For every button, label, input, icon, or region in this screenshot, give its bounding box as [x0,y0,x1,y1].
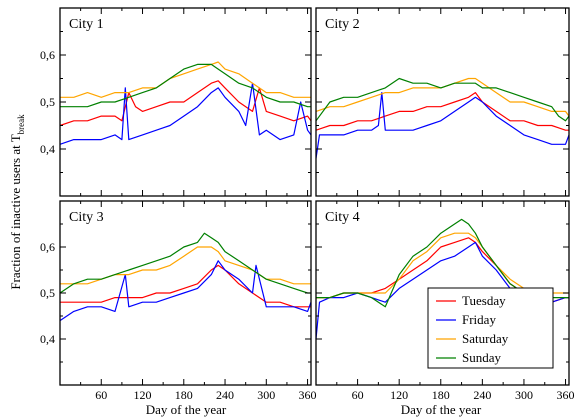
series-friday-line [59,260,312,322]
x-tick-label: 120 [390,388,408,402]
series-friday-line [59,82,312,145]
x-axis-label-left: Day of the year [146,402,227,417]
series-tuesday-line [315,92,569,131]
series-sunday-line [315,77,570,122]
legend-label-tuesday: Tuesday [462,293,506,308]
y-tick-label: 0,6 [40,240,55,254]
series-saturday-line [60,246,311,285]
y-tick-label: 0,4 [40,142,55,156]
legend-label-saturday: Saturday [462,331,509,346]
y-tick-label: 0,5 [40,286,55,300]
panel-frame [315,7,570,197]
x-tick-label: 240 [473,388,491,402]
x-tick-label: 300 [257,388,275,402]
x-axis-label-right: Day of the year [401,402,482,417]
panels: 0,4 0,5 0,6 City 1 City 2 0,4 0,5 0,6 60 120 180 24… [40,7,575,402]
panel-title: City 2 [325,17,360,32]
x-tick-label: 360 [557,388,575,402]
series-tuesday-line [60,264,311,308]
x-tick-label: 180 [432,388,450,402]
x-tick-label: 120 [134,388,152,402]
x-tick-label: 240 [216,388,234,402]
legend-label-sunday: Sunday [462,350,502,365]
panel-2: City 2 [315,7,570,197]
panel-title: City 4 [325,210,360,225]
x-tick-label: 180 [175,388,193,402]
y-tick-label: 0,5 [40,95,55,109]
x-tick-label: 300 [515,388,533,402]
y-axis-label-subscript: break [16,114,26,134]
panel-3: 0,4 0,5 0,6 60 120 180 240 300 360 City 3 [40,200,317,402]
series-sunday-line [60,63,311,108]
series-friday-line [315,92,570,159]
x-tick-label: 60 [352,388,364,402]
y-tick-label: 0,6 [40,48,55,62]
series-saturday-line [60,61,311,98]
panel-title: City 3 [69,210,104,225]
panel-4: 60 120 180 240 300 360 City 4 [315,200,575,402]
series-sunday-line [59,232,311,294]
x-tick-label: 360 [299,388,317,402]
series-tuesday-line [59,80,312,127]
x-tick-label: 60 [95,388,107,402]
y-axis-label: Fraction of inactive users at Tbreak [8,114,26,290]
legend-label-friday: Friday [462,312,496,327]
panel-frame [59,7,312,197]
panel-1: 0,4 0,5 0,6 City 1 [40,7,312,197]
legend: Tuesday Friday Saturday Sunday [427,287,554,369]
y-tick-label: 0,4 [40,332,55,346]
panel-title: City 1 [69,17,104,32]
y-axis-label-main: Fraction of inactive users at T [8,134,23,289]
